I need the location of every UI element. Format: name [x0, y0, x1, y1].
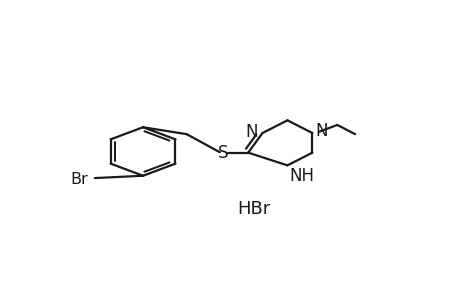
Text: N: N	[314, 122, 327, 140]
Text: NH: NH	[289, 167, 313, 185]
Text: Br: Br	[70, 172, 88, 187]
Text: N: N	[245, 123, 257, 141]
Text: S: S	[218, 144, 228, 162]
Text: HBr: HBr	[236, 200, 269, 218]
